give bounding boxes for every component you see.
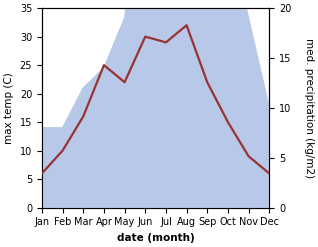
Y-axis label: med. precipitation (kg/m2): med. precipitation (kg/m2) [304, 38, 314, 178]
Y-axis label: max temp (C): max temp (C) [4, 72, 14, 144]
X-axis label: date (month): date (month) [117, 233, 195, 243]
